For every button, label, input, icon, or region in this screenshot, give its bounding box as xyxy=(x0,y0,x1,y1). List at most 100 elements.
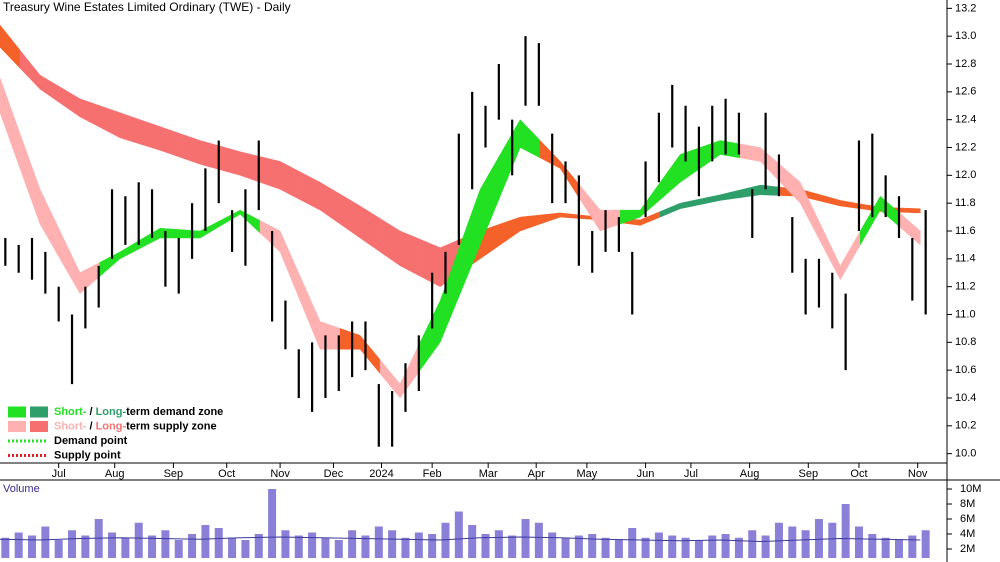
legend-swatch xyxy=(8,421,26,432)
zone-band xyxy=(259,220,301,301)
volume-bar xyxy=(174,540,183,558)
x-tick-label: Feb xyxy=(423,468,442,480)
y-tick-label: 12.4 xyxy=(955,114,976,126)
zone-band xyxy=(0,24,21,69)
volume-bar xyxy=(14,532,23,558)
volume-bar xyxy=(134,522,143,558)
zone-band xyxy=(539,139,581,201)
zone-band xyxy=(820,194,861,209)
volume-bar xyxy=(401,537,410,558)
zone-band xyxy=(499,214,541,246)
volume-average xyxy=(0,536,921,543)
volume-bar xyxy=(41,526,50,558)
zone-band xyxy=(259,156,301,201)
x-tick-label: Jun xyxy=(637,468,655,480)
volume-bar xyxy=(81,535,90,558)
x-tick-label: Sep xyxy=(798,468,818,480)
volume-bar xyxy=(814,519,823,558)
volume-bar xyxy=(281,530,290,558)
x-tick-label: Aug xyxy=(740,468,760,480)
legend-text: term supply zone xyxy=(126,420,216,432)
volume-bar xyxy=(534,522,543,558)
volume-bar xyxy=(748,530,757,558)
zone-band xyxy=(699,140,741,169)
zone-band xyxy=(179,220,221,239)
zone-band xyxy=(139,119,181,158)
zone-band xyxy=(659,198,701,218)
y-tick-label: 10.2 xyxy=(955,420,976,432)
y-tick-label: 10.6 xyxy=(955,364,976,376)
volume-bar xyxy=(641,537,650,558)
zone-band xyxy=(59,86,101,128)
volume-bar xyxy=(841,504,850,558)
volume-bar xyxy=(201,525,210,558)
y-tick-label: 10.8 xyxy=(955,336,976,348)
legend-text: Supply point xyxy=(54,449,121,461)
volume-bar xyxy=(668,535,677,558)
x-tick-label: Mar xyxy=(479,468,498,480)
volume-bar xyxy=(894,540,903,558)
volume-bar xyxy=(268,489,277,558)
legend-text: / xyxy=(86,406,95,418)
zone-band xyxy=(139,227,181,249)
volume-bar xyxy=(734,537,743,558)
legend-swatch xyxy=(8,406,26,418)
zone-band xyxy=(299,276,341,350)
y-tick-label: 11.4 xyxy=(955,253,976,265)
volume-tick-label: 8M xyxy=(960,498,975,510)
zone-band xyxy=(699,189,741,205)
volume-bar xyxy=(1,537,10,558)
volume-bar xyxy=(441,522,450,558)
chart-title: Treasury Wine Estates Limited Ordinary (… xyxy=(3,0,291,14)
legend-label: Demand point xyxy=(54,435,128,447)
volume-bar xyxy=(588,534,597,558)
zone-band xyxy=(179,133,221,171)
volume-bar xyxy=(721,534,730,558)
volume-bar xyxy=(561,537,570,558)
zone-band xyxy=(579,185,621,232)
volume-bar xyxy=(428,534,437,558)
legend-swatch xyxy=(30,406,48,418)
y-tick-label: 11.6 xyxy=(955,225,976,237)
volume-bar xyxy=(148,535,157,558)
volume-bar xyxy=(854,526,863,558)
x-tick-label: Oct xyxy=(850,468,867,480)
zone-band xyxy=(740,143,781,183)
volume-bar xyxy=(54,540,63,558)
zone-band xyxy=(99,105,141,145)
volume-tick-label: 4M xyxy=(960,528,975,540)
volume-bar xyxy=(708,535,717,558)
volume-bar xyxy=(921,530,930,558)
zone-band xyxy=(19,49,61,104)
zone-band xyxy=(900,207,921,214)
x-tick-label: Oct xyxy=(218,468,235,480)
zone-band xyxy=(299,171,341,225)
legend-text: Demand point xyxy=(54,435,128,447)
y-tick-label: 11.2 xyxy=(955,281,976,293)
zone-band xyxy=(0,77,21,169)
zone-band xyxy=(499,119,541,197)
volume-bar xyxy=(121,537,130,558)
legend-swatch xyxy=(30,421,48,432)
volume-bar xyxy=(348,530,357,558)
x-tick-label: Jul xyxy=(52,468,66,480)
y-tick-label: 10.0 xyxy=(955,448,976,460)
volume-bar xyxy=(654,532,663,558)
volume-title: Volume xyxy=(3,483,40,495)
zone-band xyxy=(379,218,421,277)
x-tick-label: 2024 xyxy=(369,468,393,480)
x-tick-label: Nov xyxy=(908,468,928,480)
volume-bar xyxy=(254,534,263,558)
legend-label: Short- / Long-term demand zone xyxy=(54,406,223,418)
volume-bar xyxy=(414,532,423,558)
volume-bar xyxy=(241,540,250,558)
x-tick-label: Sep xyxy=(164,468,184,480)
volume-bar xyxy=(308,532,317,558)
x-tick-label: Nov xyxy=(270,468,290,480)
legend-text: Short- xyxy=(54,420,87,432)
volume-bar xyxy=(574,535,583,558)
volume-bar xyxy=(468,525,477,558)
y-tick-label: 11.0 xyxy=(955,308,976,320)
volume-bar xyxy=(68,530,77,558)
